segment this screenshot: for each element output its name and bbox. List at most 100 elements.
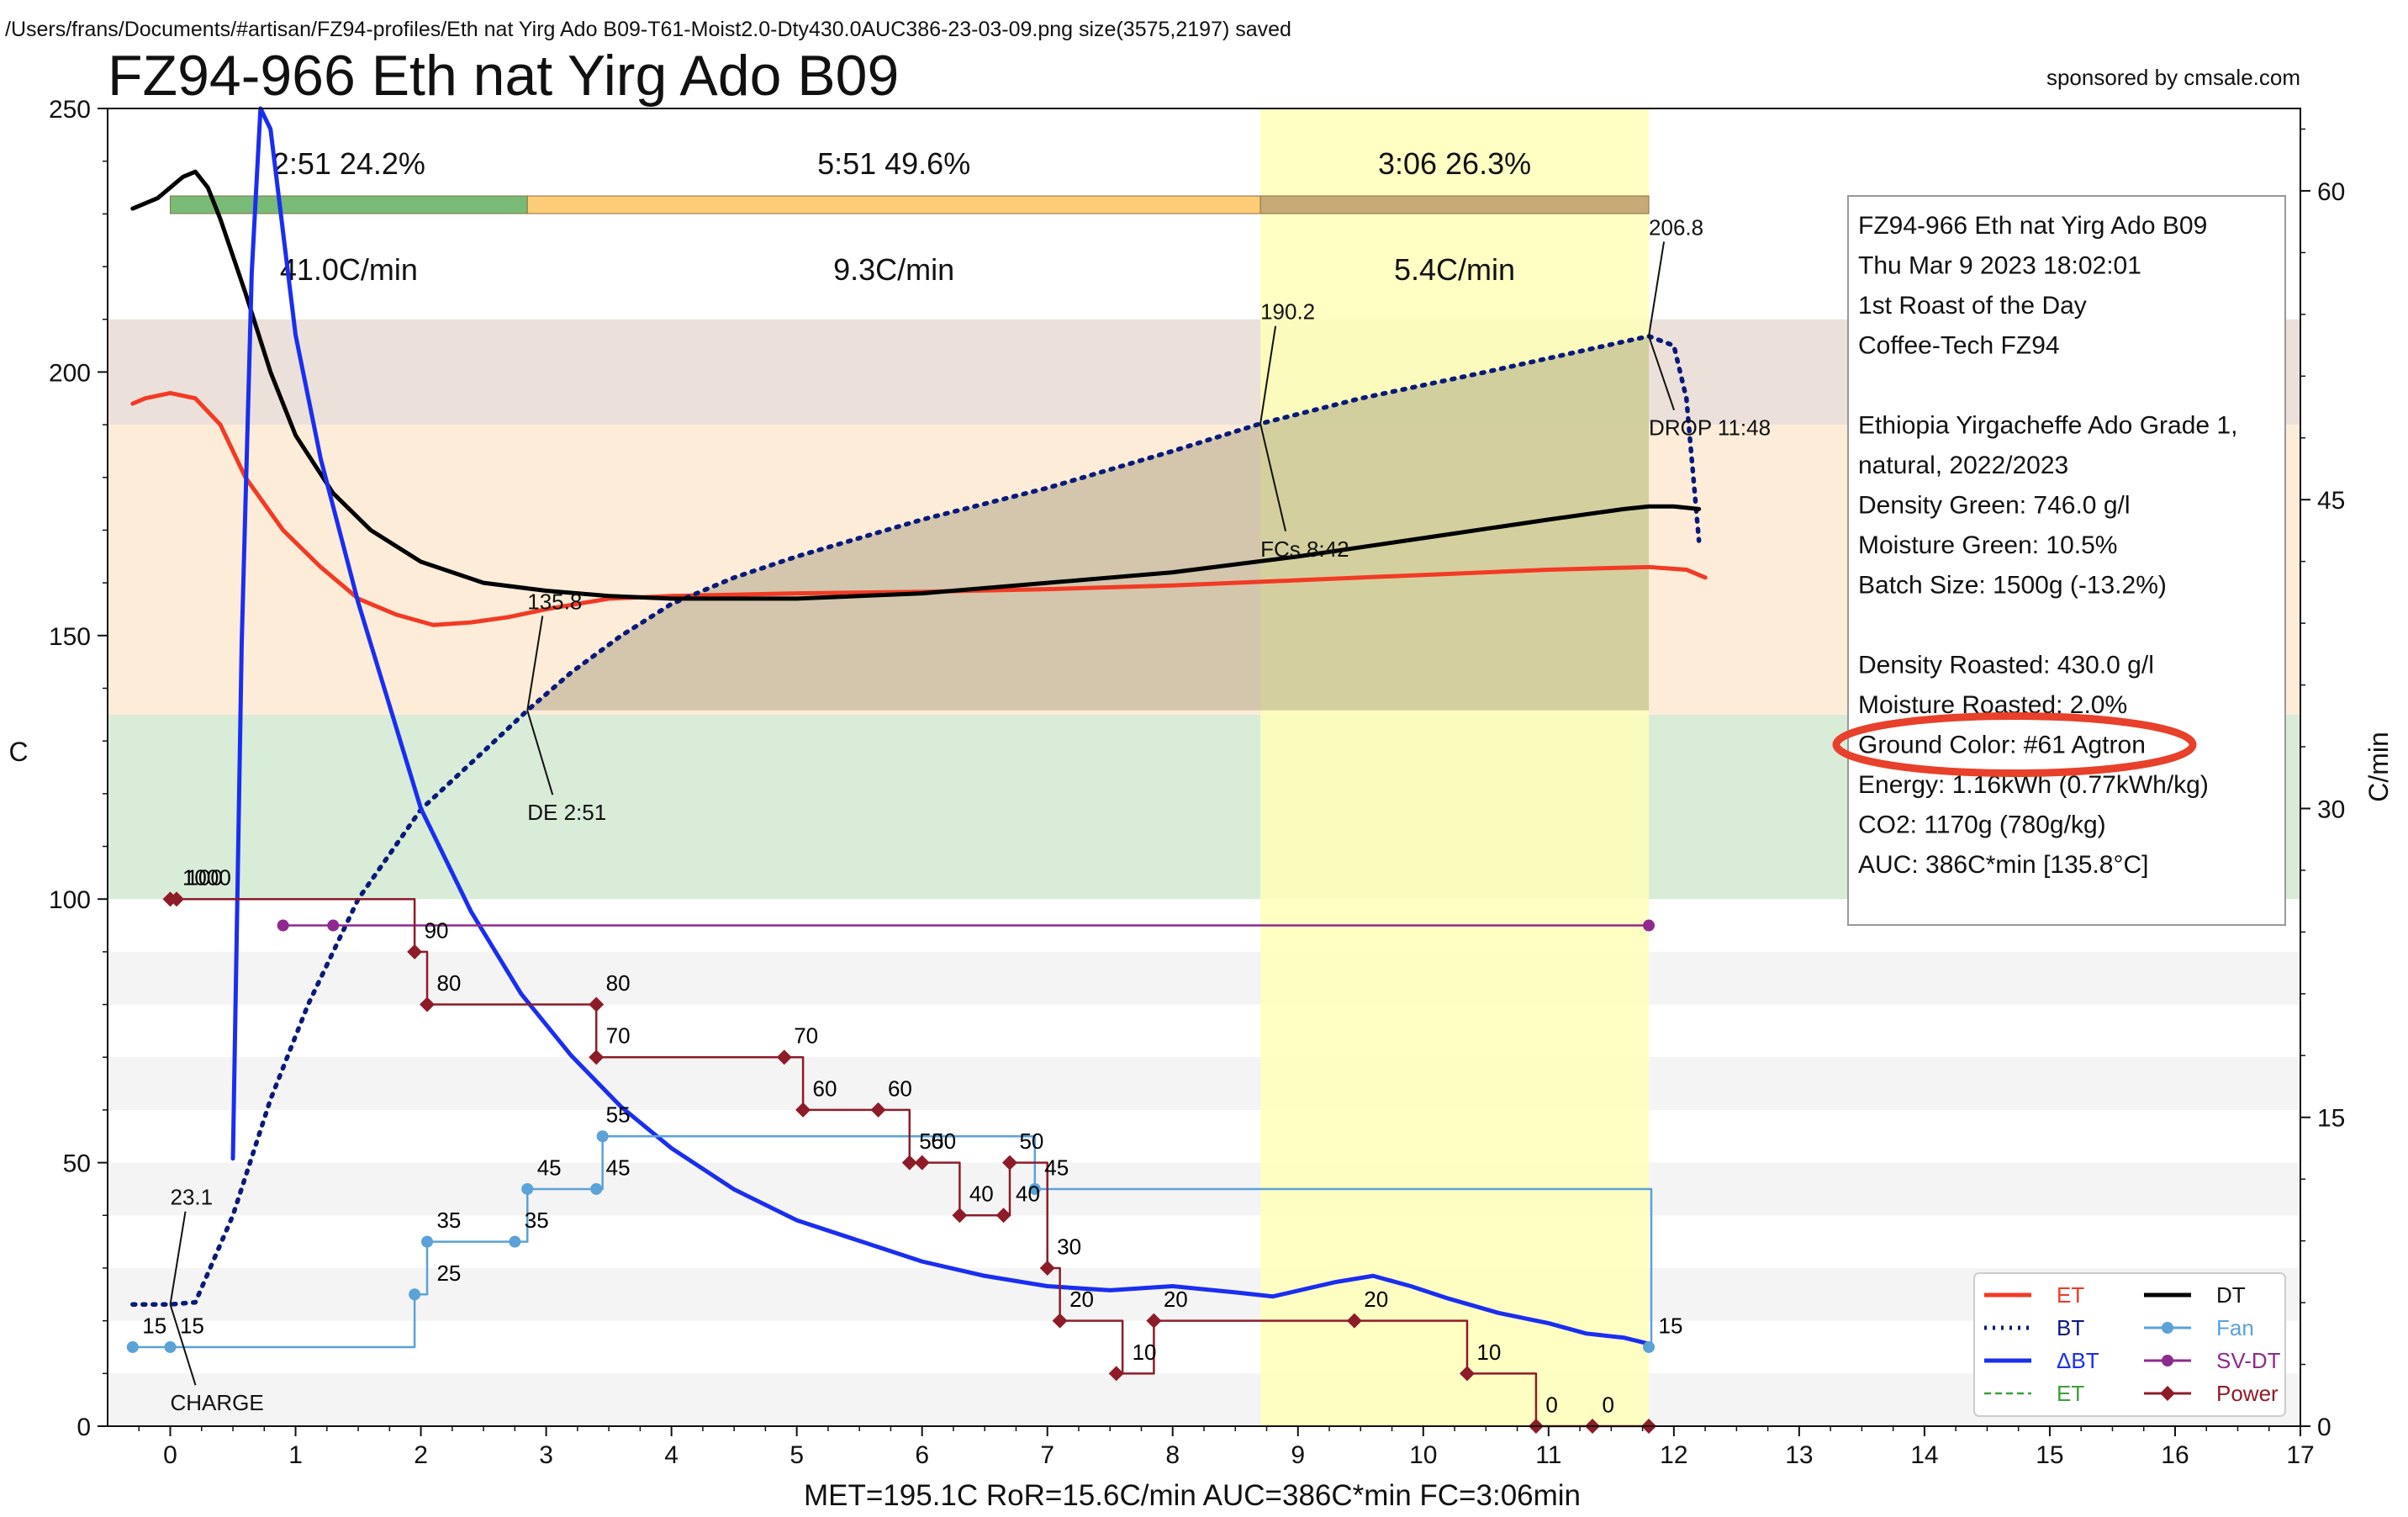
phase-label-0: 2:51 24.2% <box>272 146 425 181</box>
y2-tick-label-0: 0 <box>2317 1414 2331 1441</box>
value-label-11: 40 <box>969 1181 994 1207</box>
event-fcs-leader-down <box>1259 423 1287 532</box>
y-tick-label-150: 150 <box>49 623 91 651</box>
sv-dt-marker-1 <box>327 919 340 932</box>
x-tick-label-8: 8 <box>1165 1441 1180 1469</box>
legend-marker-3 <box>2162 1322 2173 1334</box>
y2-axis-label: C/min <box>2363 732 2394 802</box>
value-label-13: 50 <box>1019 1128 1043 1154</box>
info-line-7: Density Green: 746.0 g/l <box>1858 492 2131 520</box>
event-charge-leader-down <box>169 1303 197 1386</box>
value-label-3: 80 <box>436 970 461 996</box>
info-line-16: AUC: 386C*min [135.8°C] <box>1858 851 2148 879</box>
info-line-9: Batch Size: 1500g (-13.2%) <box>1858 572 2167 600</box>
axes: 0 1 2 3 4 5 6 7 8 9 10 11 12 13 14 15 16 1705010015020025… <box>8 96 2394 1469</box>
event-de-value: 135.8 <box>527 589 582 614</box>
phase-rate-2: 5.4C/min <box>1394 252 1515 287</box>
sv-dt-marker-2 <box>1643 919 1656 932</box>
value-label-22: 15 <box>142 1313 166 1338</box>
series-bt-line <box>130 334 1702 1307</box>
power-marker-7 <box>795 1102 811 1118</box>
legend-label-2: BT <box>2057 1315 2084 1340</box>
event-fcs-value: 190.2 <box>1260 299 1315 325</box>
y-axis-label: C <box>8 737 28 767</box>
info-line-0: FZ94-966 Eth nat Yirg Ado B09 <box>1858 212 2207 240</box>
y-tick-label-100: 100 <box>49 886 91 914</box>
value-label-16: 20 <box>1164 1287 1188 1312</box>
event-charge-value: 23.1 <box>171 1185 214 1210</box>
event-fcs-label: FCs 8:42 <box>1260 536 1349 562</box>
value-label-15: 20 <box>1069 1287 1094 1312</box>
legend-frame <box>1973 1272 2286 1417</box>
phase-label-1: 5:51 49.6% <box>817 146 970 181</box>
power-marker-1 <box>168 891 184 907</box>
value-label-26: 35 <box>525 1208 549 1233</box>
event-drop-leader-up <box>1648 241 1666 336</box>
fan-marker-3 <box>421 1235 434 1248</box>
y-tick-label-200: 200 <box>49 359 91 387</box>
power-marker-10 <box>914 1155 930 1171</box>
legend-label-0: ET <box>2057 1282 2084 1308</box>
highlight-ellipse <box>1832 712 2197 777</box>
info-line-1: Thu Mar 9 2023 18:02:01 <box>1858 252 2141 280</box>
info-line-15: CO2: 1170g (780g/kg) <box>1858 811 2106 839</box>
event-drop-leader-down <box>1648 336 1675 410</box>
value-label-4: 80 <box>606 970 631 996</box>
value-label-31: 15 <box>1659 1313 1683 1338</box>
x-tick-label-15: 15 <box>2036 1441 2063 1469</box>
x-tick-label-2: 2 <box>414 1441 428 1469</box>
auc-area <box>527 336 1650 711</box>
value-label-9: 50 <box>919 1128 943 1154</box>
band-0 <box>108 1373 2300 1426</box>
event-de-leader-up <box>526 616 544 711</box>
footer-stats: MET=195.1C RoR=15.6C/min AUC=386C*min FC… <box>804 1479 1581 1512</box>
power-marker-9 <box>901 1155 917 1171</box>
x-tick-label-0: 0 <box>163 1441 177 1469</box>
phase-label-2: 3:06 26.3% <box>1378 146 1531 181</box>
fan-marker-4 <box>509 1235 521 1248</box>
power-marker-18 <box>1346 1313 1362 1329</box>
sponsor-text: sponsored by cmsale.com <box>2046 65 2300 90</box>
value-label-18: 10 <box>1133 1340 1157 1365</box>
power-marker-3 <box>420 996 436 1012</box>
auc-fill <box>527 336 1650 711</box>
legend-label-3: Fan <box>2216 1315 2254 1340</box>
value-label-7: 60 <box>813 1076 837 1101</box>
info-line-11: Density Roasted: 430.0 g/l <box>1858 652 2154 679</box>
phase-bar-0 <box>170 195 528 214</box>
x-tick-label-13: 13 <box>1785 1441 1813 1469</box>
power-marker-19 <box>1459 1366 1475 1382</box>
event-charge-leader-up <box>169 1211 187 1305</box>
first-crack-span <box>1260 108 1650 1426</box>
y-tick-label-250: 250 <box>49 96 91 124</box>
legend-label-7: Power <box>2216 1381 2279 1406</box>
x-tick-label-16: 16 <box>2161 1441 2189 1469</box>
info-line-5: Ethiopia Yirgacheffe Ado Grade 1, <box>1858 412 2237 440</box>
series-markers <box>126 891 1657 1434</box>
series-delta-bt-line <box>230 106 1651 1346</box>
fan-marker-7 <box>596 1130 609 1143</box>
power-marker-16 <box>1108 1366 1124 1382</box>
x-tick-label-10: 10 <box>1409 1441 1437 1469</box>
x-tick-label-12: 12 <box>1660 1441 1687 1469</box>
value-label-19: 10 <box>1476 1340 1501 1365</box>
fan-marker-9 <box>1643 1340 1656 1353</box>
phase-bars: 2:51 24.2% 41.0C/min 5:51 49.6% 9.3C/min 3:0… <box>170 146 1650 287</box>
x-tick-label-5: 5 <box>789 1441 804 1469</box>
info-line-3: Coffee-Tech FZ94 <box>1858 332 2060 360</box>
info-line-8: Moisture Green: 10.5% <box>1858 531 2117 559</box>
fan-marker-0 <box>126 1340 139 1353</box>
value-label-1: 100 <box>186 865 222 891</box>
x-tick-label-9: 9 <box>1291 1441 1305 1469</box>
x-tick-label-17: 17 <box>2286 1441 2314 1469</box>
value-label-30: 45 <box>1044 1155 1069 1180</box>
fan-marker-5 <box>521 1182 534 1195</box>
info-line-2: 1st Roast of the Day <box>1858 292 2087 320</box>
y2-tick-label-30: 30 <box>2317 796 2345 823</box>
series-dt-line <box>130 169 1702 601</box>
y-tick-label-0: 0 <box>77 1414 91 1441</box>
info-box: FZ94-966 Eth nat Yirg Ado B09 Thu Mar 9 2… <box>1832 195 2286 926</box>
legend: ET DT BT Fan ΔBT SV-DT ET Power <box>1973 1272 2286 1417</box>
value-label-21: 0 <box>1602 1392 1613 1417</box>
